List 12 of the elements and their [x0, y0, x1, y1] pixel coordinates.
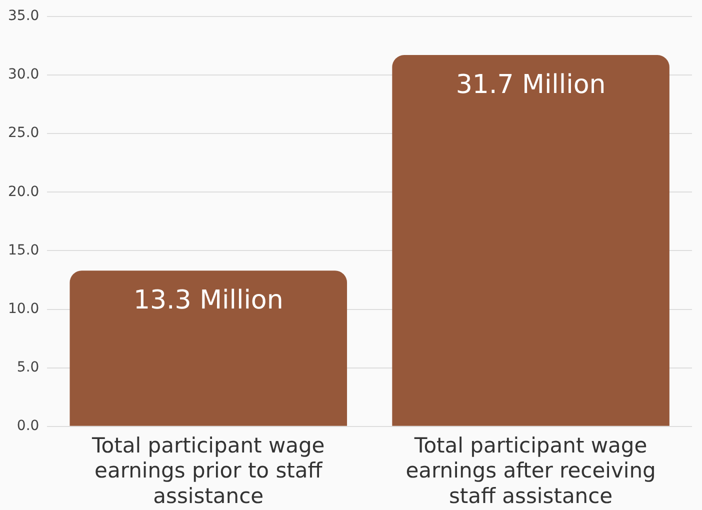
y-tick-label: 10.0 [8, 300, 40, 317]
x-tick-label: Total participant wage earnings after receiving staff assistance [406, 433, 656, 508]
data-label: 31.7 Million [456, 70, 606, 100]
y-tick-label: 20.0 [8, 184, 40, 200]
y-tick-label: 30.0 [8, 66, 40, 83]
y-tick-label: 0.0 [16, 418, 40, 434]
y-tick-label: 15.0 [8, 242, 40, 258]
y-tick-label: 35.0 [8, 8, 40, 24]
x-tick-label: Total participant wage earnings prior to staff assistance [91, 433, 325, 508]
y-tick-label: 5.0 [16, 359, 40, 376]
y-tick-label: 25.0 [8, 125, 40, 142]
data-label: 13.3 Million [133, 285, 284, 316]
